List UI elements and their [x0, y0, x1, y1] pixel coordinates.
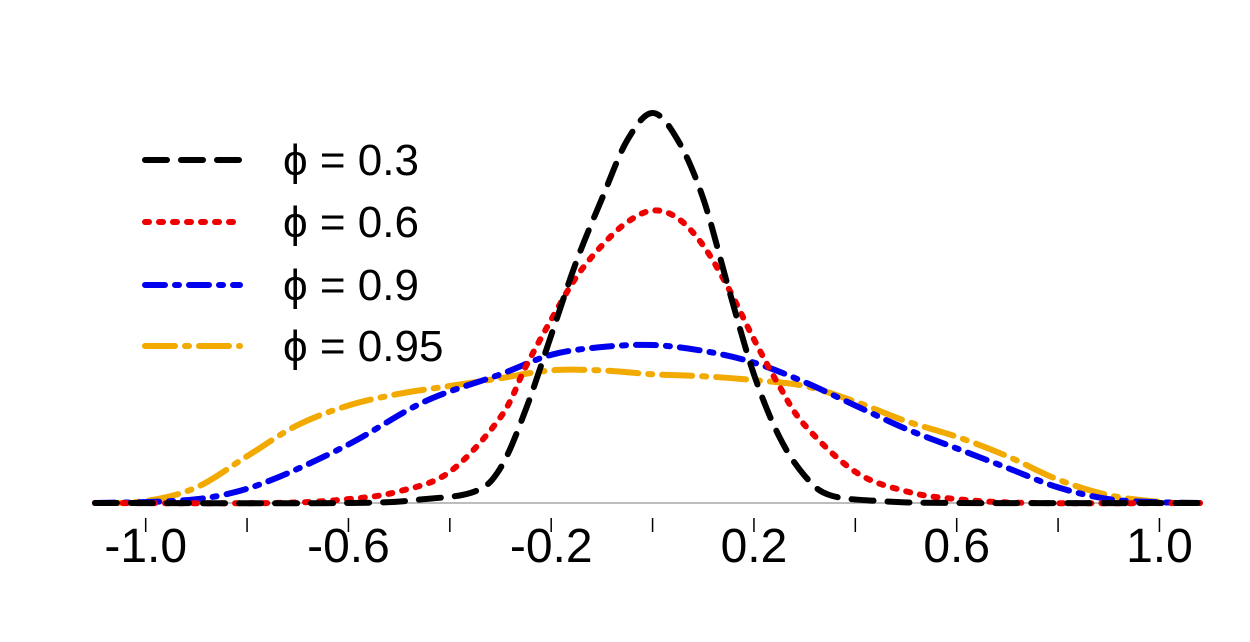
- x-tick-label: 0.6: [923, 520, 990, 573]
- series-line-3: [92, 341, 1203, 506]
- legend-label: ϕ = 0.6: [283, 198, 419, 247]
- legend-label: ϕ = 0.9: [283, 261, 419, 310]
- legend: ϕ = 0.3 ϕ = 0.6 ϕ = 0.9 ϕ = 0.95: [142, 136, 443, 371]
- series-line-4: [92, 366, 1203, 506]
- legend-label: ϕ = 0.3: [283, 136, 419, 185]
- legend-label: ϕ = 0.95: [283, 322, 443, 371]
- series-line-2: [92, 207, 1203, 507]
- x-tick-label: 1.0: [1126, 520, 1193, 573]
- x-tick-label: -1.0: [104, 520, 187, 573]
- x-tick-label: -0.6: [307, 520, 390, 573]
- series-line-1: [92, 109, 1203, 507]
- x-axis: -1.0 -0.6 -0.2 0.2 0.6 1.0: [95, 502, 1200, 573]
- series-group: [92, 109, 1203, 507]
- x-tick-label: 0.2: [721, 520, 788, 573]
- x-tick-label: -0.2: [510, 520, 593, 573]
